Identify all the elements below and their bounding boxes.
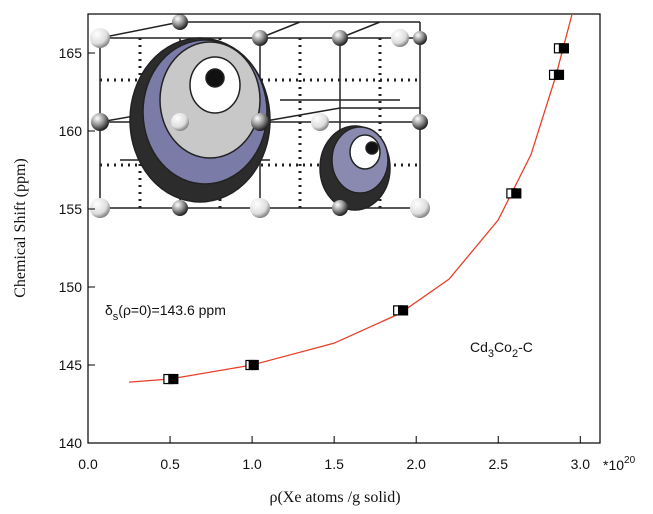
y-tick-label: 160 (59, 123, 83, 139)
annotation-part: δ (105, 302, 113, 318)
x-tick-label: 0.0 (78, 456, 98, 472)
annotation-part: Cd (470, 339, 488, 355)
data-point (169, 375, 178, 384)
annotation-part: (ρ=0)=143.6 ppm (118, 302, 226, 318)
x-tick-label: 3.0 (571, 456, 591, 472)
data-point (399, 306, 408, 315)
data-point (559, 44, 568, 53)
annotation-part: Co (494, 339, 512, 355)
x-axis-title: ρ(Xe atoms /g solid) (269, 489, 400, 506)
y-tick-label: 165 (59, 45, 83, 61)
y-tick-label: 145 (59, 357, 83, 373)
data-point (512, 189, 521, 198)
x-tick-label: 1.5 (324, 456, 344, 472)
y-tick-label: 150 (59, 279, 83, 295)
x-tick-label: 1.0 (242, 456, 262, 472)
x-multiplier: *1020 (603, 455, 636, 473)
annotation-part: -C (518, 339, 533, 355)
y-tick-label: 155 (59, 201, 83, 217)
sample-annotation: Cd3Co2-C (470, 339, 533, 360)
data-point (249, 361, 258, 370)
data-point (554, 70, 563, 79)
y-tick-label: 140 (59, 435, 83, 451)
y-axis-title: Chemical Shift (ppm) (12, 158, 29, 298)
x-tick-label: 2.5 (489, 456, 509, 472)
intercept-annotation: δs(ρ=0)=143.6 ppm (105, 302, 226, 323)
chart: Chemical Shift (ppm) ρ(Xe atoms /g solid… (0, 0, 653, 514)
x-tick-label: 0.5 (160, 456, 180, 472)
x-tick-label: 2.0 (406, 456, 426, 472)
inset-structure (90, 14, 430, 218)
